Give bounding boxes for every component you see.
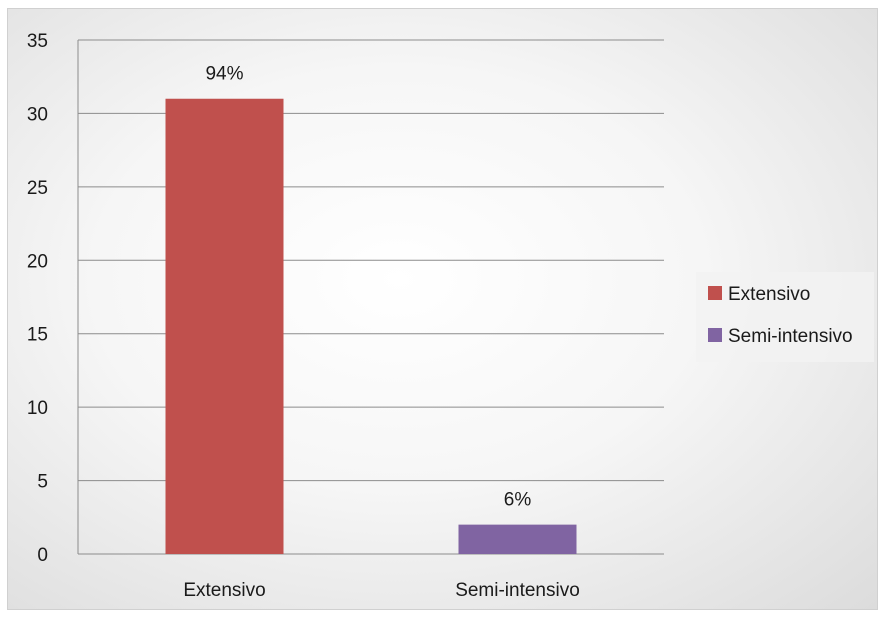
legend-box [696,272,874,362]
bar-extensivo [165,98,284,554]
y-tick-label: 10 [27,398,48,419]
bars [165,98,577,554]
legend-swatch [708,286,722,300]
y-tick-label: 5 [37,472,48,493]
legend-swatch [708,328,722,342]
y-tick-label: 30 [27,104,48,125]
legend: Extensivo Semi-intensivo [696,272,874,362]
data-label: 6% [504,490,532,511]
legend-label: Extensivo [728,284,810,305]
y-tick-label: 0 [37,545,48,566]
y-tick-label: 20 [27,251,48,272]
x-tick-label: Extensivo [183,580,265,601]
x-tick-label: Semi-intensivo [455,580,580,601]
labels: 0 5 10 15 20 25 30 35 94% Extensivo 6% Semi-intensi… [27,31,580,601]
y-tick-label: 15 [27,325,48,346]
bar-semi-intensivo [458,524,577,554]
data-label: 94% [205,64,243,85]
legend-label: Semi-intensivo [728,326,853,347]
y-tick-label: 25 [27,178,48,199]
y-tick-label: 35 [27,31,48,52]
